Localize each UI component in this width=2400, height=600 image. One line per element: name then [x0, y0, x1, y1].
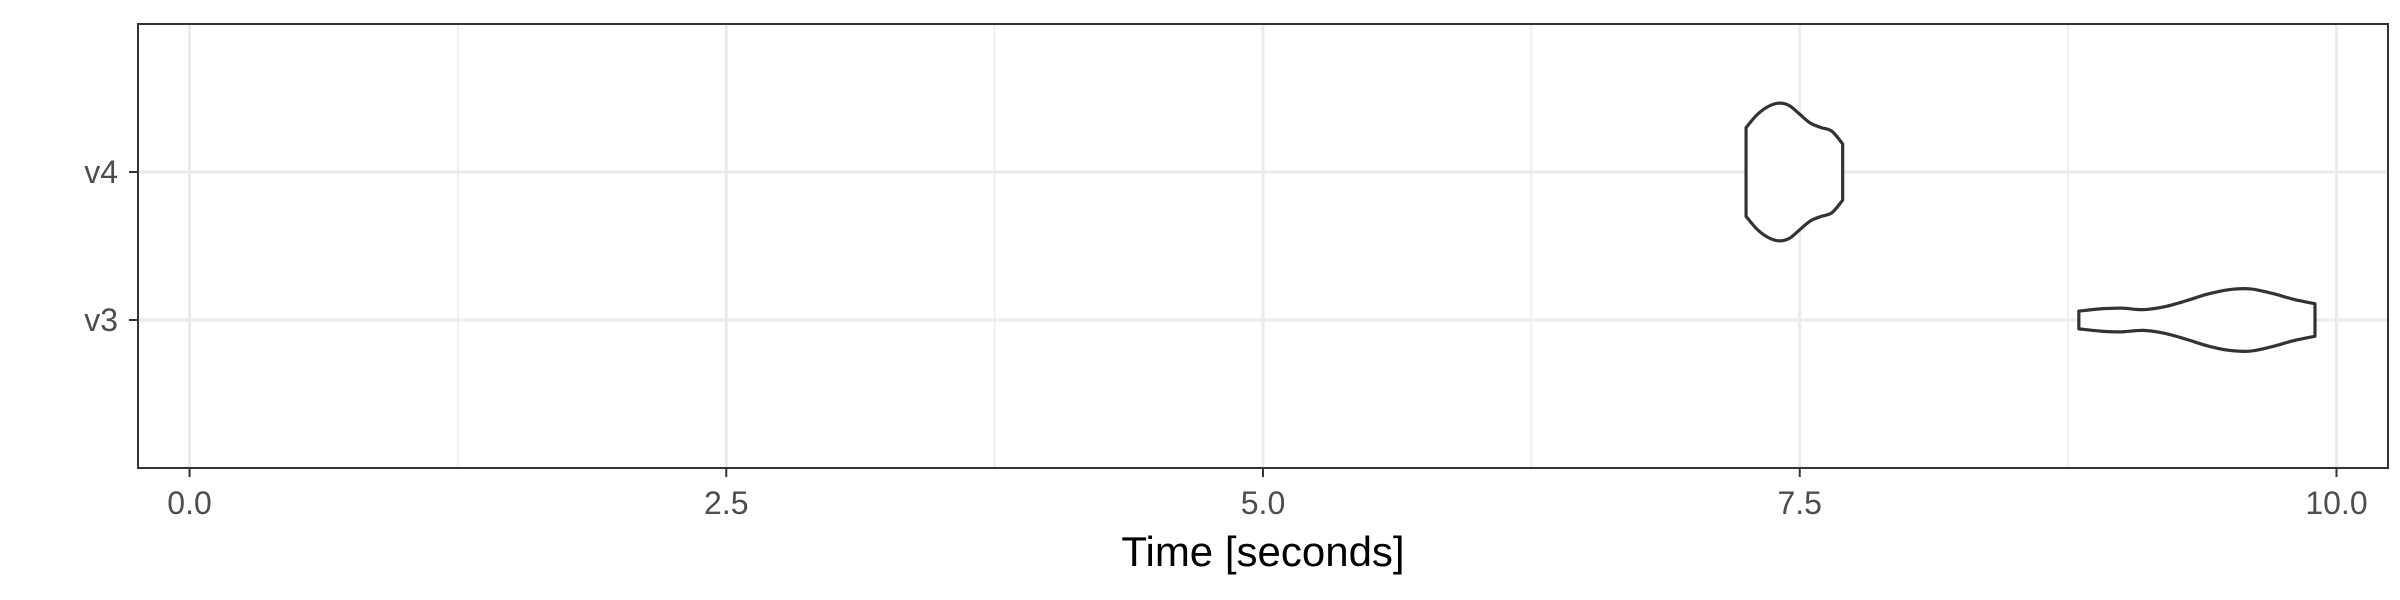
axes: 0.0 2.5 5.0 7.5 10.0 v3 v4: [84, 154, 2367, 521]
x-tick-label: 0.0: [167, 485, 211, 521]
y-tick-label-v4: v4: [84, 154, 118, 190]
x-axis-title: Time [seconds]: [1121, 528, 1404, 575]
grid-lines: [138, 24, 2388, 468]
x-tick-label: 2.5: [704, 485, 748, 521]
y-tick-label-v3: v3: [84, 302, 118, 338]
violin-series: [1744, 101, 2317, 353]
x-tick-label: 7.5: [1777, 485, 1821, 521]
violin-v4: [1744, 101, 1845, 243]
x-tick-label: 10.0: [2305, 485, 2367, 521]
violin-v3: [2077, 287, 2317, 353]
x-tick-label: 5.0: [1241, 485, 1285, 521]
